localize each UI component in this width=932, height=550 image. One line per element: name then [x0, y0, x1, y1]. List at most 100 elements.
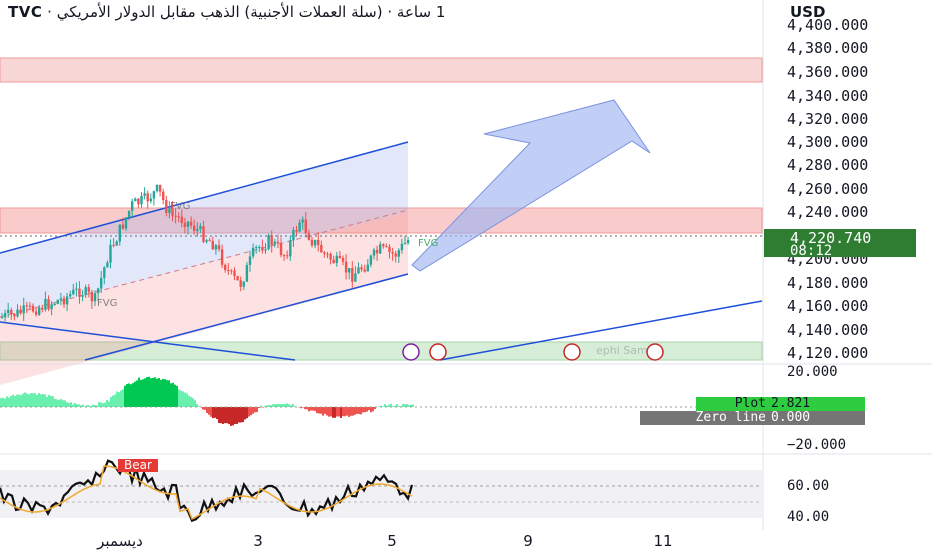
histogram-bar [276, 403, 278, 407]
histogram-bar [114, 394, 116, 407]
histogram-bar [222, 407, 224, 424]
candle-body [279, 243, 283, 256]
histogram-bar [358, 407, 360, 414]
histogram-bar [322, 407, 324, 416]
candle-body [388, 246, 391, 252]
histogram-bar [82, 404, 84, 407]
candle-body [13, 313, 16, 317]
histogram-bar [106, 399, 108, 407]
histogram-bar [194, 400, 196, 407]
trend-line-long[interactable] [439, 300, 763, 361]
histogram-bar [122, 389, 124, 407]
channel-upper-line[interactable] [0, 141, 409, 254]
candlestick-series[interactable] [0, 184, 410, 322]
histogram-bar [14, 396, 16, 407]
histogram-bar [310, 407, 312, 411]
downtrend-line[interactable] [0, 321, 296, 361]
price-tick: 4,300.000 [787, 133, 869, 151]
time-tick: 11 [653, 532, 673, 550]
histogram-bar [258, 407, 260, 409]
candle-body [245, 265, 249, 282]
histogram-bar [52, 396, 54, 407]
osc-tick: −20.000 [787, 437, 847, 453]
candle-body [298, 222, 301, 232]
histogram-bar [230, 407, 232, 426]
histogram-bar [154, 377, 156, 407]
histogram-bar [68, 402, 70, 407]
oscillator-histogram[interactable] [0, 376, 414, 426]
histogram-bar [378, 406, 380, 407]
candle-body [22, 305, 25, 314]
histogram-bar [280, 404, 282, 407]
histogram-bar [290, 405, 292, 407]
legend-plot-value: 2.821 [765, 397, 865, 411]
candle-body [255, 247, 258, 249]
histogram-bar [208, 407, 210, 415]
histogram-bar [394, 405, 396, 407]
histogram-bar [260, 405, 262, 407]
histogram-bar [390, 403, 392, 407]
histogram-bar [130, 384, 132, 407]
histogram-bar [284, 403, 286, 407]
candle-body [10, 309, 13, 314]
bear-signal-tag[interactable]: Bear [118, 459, 158, 472]
candle-body [400, 243, 404, 251]
candle-body [323, 252, 326, 254]
flag-icon [563, 343, 581, 361]
time-tick: 3 [253, 532, 263, 550]
histogram-bar [134, 381, 136, 407]
rsi-line[interactable] [0, 459, 414, 523]
channel-lower-line[interactable] [84, 273, 409, 361]
candle-body [317, 239, 320, 246]
histogram-bar [306, 407, 308, 410]
candle-body [202, 226, 205, 242]
candle-body [233, 270, 236, 277]
candle-body [81, 295, 84, 297]
currency-label[interactable]: USD [790, 3, 826, 21]
histogram-bar [94, 405, 96, 407]
histogram-bar [352, 407, 354, 416]
candle-body [47, 298, 50, 310]
histogram-bar [236, 407, 238, 424]
histogram-bar [124, 385, 126, 407]
histogram-bar [232, 407, 234, 426]
price-tick: 4,140.000 [787, 321, 869, 339]
candle-body [289, 240, 292, 257]
candle-body [214, 245, 218, 250]
histogram-bar [328, 407, 330, 417]
candle-body [149, 198, 152, 202]
histogram-bar [32, 393, 34, 407]
candle-body [183, 222, 187, 227]
histogram-bar [268, 405, 270, 407]
time-tick: ديسمبر [97, 532, 143, 550]
last-price-badge[interactable]: 4,220.740 08:12 [764, 229, 916, 259]
histogram-bar [330, 407, 332, 417]
projection-arrow[interactable] [411, 99, 651, 272]
legend-zero-value: 0.000 [765, 411, 865, 425]
candle-body [286, 255, 289, 257]
histogram-bar [164, 379, 166, 407]
histogram-bar [240, 407, 242, 423]
histogram-bar [38, 392, 40, 407]
histogram-bar [152, 377, 154, 407]
candle-body [158, 184, 162, 192]
histogram-bar [316, 407, 318, 414]
histogram-bar [408, 405, 410, 407]
histogram-bar [248, 407, 250, 417]
flag-icon [429, 343, 447, 361]
histogram-bar [346, 407, 348, 416]
candle-body [84, 287, 87, 296]
price-tick: 4,280.000 [787, 156, 869, 174]
histogram-bar [110, 397, 112, 407]
symbol-header[interactable]: TVC · (سلة العملات الأجنبية) الذهب مقابل… [8, 3, 445, 21]
candle-body [69, 294, 72, 297]
price-tick: 4,120.000 [787, 344, 869, 362]
rsi-ma-line[interactable] [0, 465, 413, 521]
supply-zone-top[interactable] [0, 57, 763, 83]
histogram-bar [202, 407, 204, 410]
candle-body [208, 240, 211, 242]
candle-body [348, 268, 351, 273]
histogram-bar [166, 380, 168, 407]
